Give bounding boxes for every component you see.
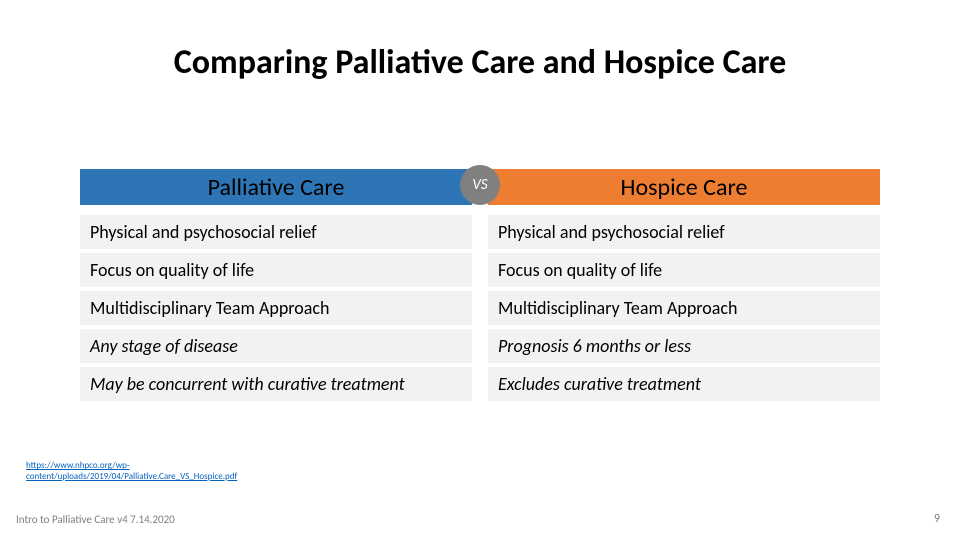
- cell-palliative: Physical and psychosocial relief: [80, 215, 472, 249]
- page-title: Comparing Palliative Care and Hospice Ca…: [0, 42, 960, 83]
- cell-palliative: Any stage of disease: [80, 329, 472, 363]
- table-body: Physical and psychosocial relief Physical…: [80, 215, 880, 401]
- table-row: Any stage of disease Prognosis 6 months o…: [80, 329, 880, 363]
- table-row: Multidisciplinary Team Approach Multidisc…: [80, 291, 880, 325]
- table-row: Focus on quality of life Focus on quality…: [80, 253, 880, 287]
- slide: Comparing Palliative Care and Hospice Ca…: [0, 0, 960, 540]
- page-number: 9: [934, 512, 940, 526]
- cell-hospice: Focus on quality of life: [488, 253, 880, 287]
- table-row: Physical and psychosocial relief Physical…: [80, 215, 880, 249]
- cell-hospice: Excludes curative treatment: [488, 367, 880, 401]
- comparison-table: Palliative Care Hospice Care VS Physical…: [80, 165, 880, 405]
- cell-palliative: Multidisciplinary Team Approach: [80, 291, 472, 325]
- cell-hospice: Multidisciplinary Team Approach: [488, 291, 880, 325]
- source-link[interactable]: https://www.nhpco.org/wp- content/upload…: [26, 461, 237, 482]
- cell-hospice: Prognosis 6 months or less: [488, 329, 880, 363]
- table-row: May be concurrent with curative treatmen…: [80, 367, 880, 401]
- header-hospice: Hospice Care: [488, 169, 880, 205]
- cell-hospice: Physical and psychosocial relief: [488, 215, 880, 249]
- header-palliative: Palliative Care: [80, 169, 472, 205]
- cell-palliative: May be concurrent with curative treatmen…: [80, 367, 472, 401]
- header-row: Palliative Care Hospice Care VS: [80, 165, 880, 209]
- cell-palliative: Focus on quality of life: [80, 253, 472, 287]
- footer-text: Intro to Palliative Care v4 7.14.2020: [16, 513, 175, 526]
- vs-badge: VS: [460, 165, 500, 205]
